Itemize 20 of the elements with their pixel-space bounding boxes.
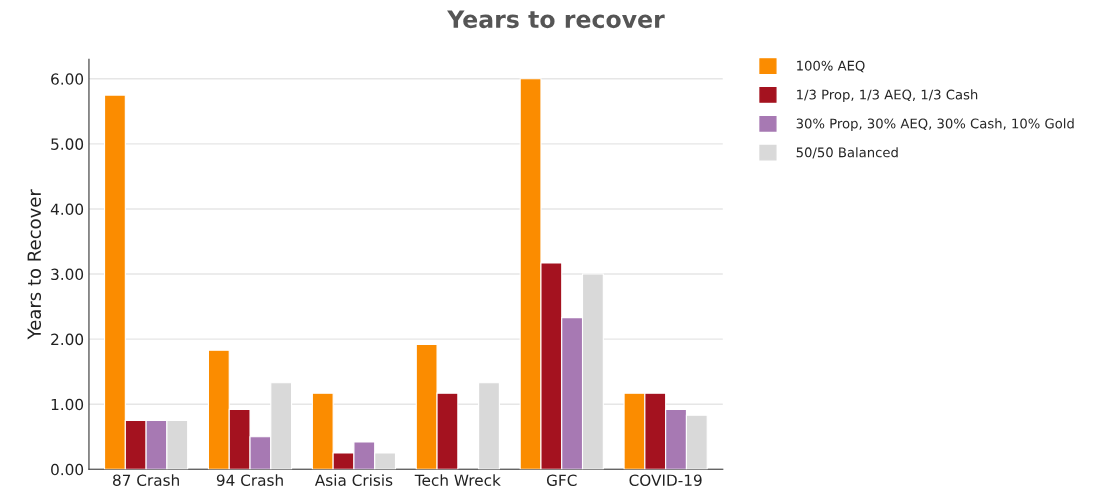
y-tick-label: 0.00 xyxy=(51,463,84,476)
x-tick-label: 94 Crash xyxy=(216,474,283,486)
y-tick-label: 2.00 xyxy=(51,333,84,346)
x-tick-label: 87 Crash xyxy=(113,474,179,486)
y-tick-label: 4.00 xyxy=(50,203,84,215)
legend-label: 100% AEQ xyxy=(797,60,865,73)
y-tick-label: 3.00 xyxy=(51,268,84,281)
x-tick-label: Asia Crisis xyxy=(314,474,393,486)
x-tick-label: COVID-19 xyxy=(629,474,702,486)
legend-label: 30% Prop, 30% AEQ, 30% Cash, 10% Gold xyxy=(796,118,1074,131)
y-tick-label: 1.00 xyxy=(51,398,84,411)
y-tick-label: 5.00 xyxy=(51,138,84,150)
x-tick-label: Tech Wreck xyxy=(414,474,501,486)
legend-label: 1/3 Prop, 1/3 AEQ, 1/3 Cash xyxy=(797,89,978,103)
x-tick-label: GFC xyxy=(546,474,577,486)
legend-label: 50/50 Balanced xyxy=(796,147,898,159)
chart-title: Years to recover xyxy=(447,10,665,29)
y-tick-label: 6.00 xyxy=(51,73,84,85)
y-axis-title: Years to Recover xyxy=(27,189,42,340)
bar xyxy=(478,382,500,470)
